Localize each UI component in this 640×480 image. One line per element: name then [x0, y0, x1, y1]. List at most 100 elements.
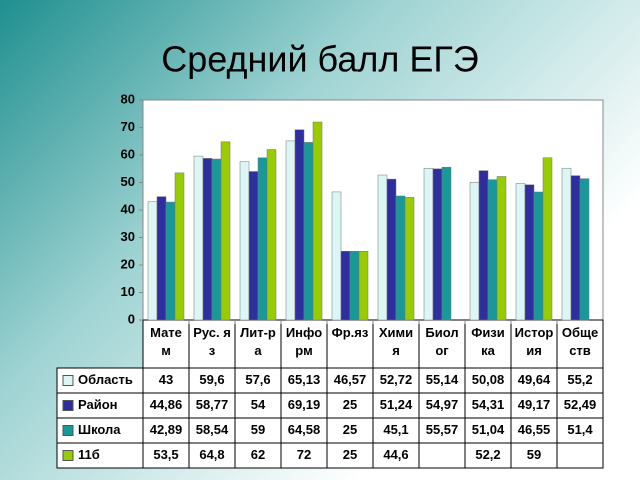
bar [395, 195, 406, 321]
x-tick-label: Информ [285, 325, 323, 358]
bar [285, 140, 296, 321]
x-tick-label: Химия [378, 325, 414, 358]
legend-label: Область [78, 372, 133, 387]
data-label: 64,58 [288, 422, 321, 437]
data-label: 57,6 [245, 372, 270, 387]
data-label: 45,1 [383, 422, 408, 437]
data-label: 51,04 [472, 422, 505, 437]
data-label: 53,5 [153, 447, 178, 462]
data-label: 58,77 [196, 397, 229, 412]
y-tick-label: 80 [121, 91, 135, 106]
data-label: 54,31 [472, 397, 505, 412]
data-label: 52,49 [564, 397, 597, 412]
x-tick-label: История [514, 325, 554, 358]
bar [358, 251, 369, 321]
bar [202, 158, 213, 321]
data-label: 25 [343, 397, 357, 412]
data-label: 50,08 [472, 372, 505, 387]
data-label: 69,19 [288, 397, 321, 412]
bar [211, 158, 222, 321]
data-label: 55,57 [426, 422, 459, 437]
data-label: 55,14 [426, 372, 459, 387]
data-label: 51,4 [567, 422, 593, 437]
bar [515, 183, 526, 321]
bar [524, 184, 535, 321]
x-tick-label: Рус. яз [193, 325, 231, 358]
data-label: 65,13 [288, 372, 321, 387]
data-label: 51,24 [380, 397, 413, 412]
legend-swatch [62, 400, 74, 411]
bar [220, 141, 231, 321]
data-label: 25 [343, 447, 357, 462]
x-tick-label: Биолог [425, 325, 459, 358]
data-label: 52,72 [380, 372, 413, 387]
x-tick-label: Физика [471, 325, 505, 358]
bar [542, 157, 553, 321]
bar [570, 175, 581, 321]
y-tick-label: 30 [121, 229, 135, 244]
data-label: 59 [527, 447, 541, 462]
bar [561, 167, 572, 321]
bar [432, 168, 443, 321]
y-tick-label: 0 [128, 311, 135, 326]
bar [257, 157, 268, 321]
bar [423, 168, 434, 321]
bar [404, 197, 415, 321]
data-label: 59,6 [199, 372, 224, 387]
bar [579, 178, 590, 321]
bar [331, 191, 342, 321]
y-tick-label: 70 [121, 119, 135, 134]
bar [533, 191, 544, 321]
bar [377, 174, 388, 321]
y-tick-label: 60 [121, 146, 135, 161]
x-tick-label: Матем [150, 325, 182, 358]
bar [340, 251, 351, 321]
data-label: 62 [251, 447, 265, 462]
x-tick-label: Лит-ра [240, 325, 276, 358]
legend-swatch [62, 375, 74, 386]
y-tick-label: 10 [121, 284, 135, 299]
bar [165, 201, 176, 321]
bar [147, 201, 158, 321]
legend-swatch [62, 425, 74, 436]
data-label: 59 [251, 422, 265, 437]
data-label: 54 [251, 397, 266, 412]
legend-label: Район [78, 397, 118, 412]
data-label: 49,17 [518, 397, 551, 412]
bar [312, 121, 323, 321]
bar [386, 178, 397, 321]
bar [487, 179, 498, 321]
bar [303, 142, 314, 321]
legend-swatch [62, 450, 74, 461]
data-label: 44,86 [150, 397, 183, 412]
bar [496, 176, 507, 321]
data-label: 44,6 [383, 447, 408, 462]
data-label: 42,89 [150, 422, 183, 437]
bar [248, 171, 259, 321]
bar [174, 172, 185, 321]
bar [239, 161, 250, 321]
data-label: 46,55 [518, 422, 551, 437]
bar [193, 155, 204, 321]
data-label: 54,97 [426, 397, 459, 412]
data-label: 55,2 [567, 372, 592, 387]
bar [469, 182, 480, 321]
data-label: 25 [343, 422, 357, 437]
legend-label: Школа [78, 422, 121, 437]
bar [441, 166, 452, 321]
x-tick-label: Обществ [561, 325, 599, 358]
data-label: 58,54 [196, 422, 229, 437]
data-label: 72 [297, 447, 311, 462]
legend-label: 11б [78, 447, 100, 462]
data-label: 43 [159, 372, 173, 387]
data-label: 49,64 [518, 372, 551, 387]
y-tick-label: 20 [121, 256, 135, 271]
bar [294, 129, 305, 321]
bar [266, 149, 277, 321]
y-tick-label: 40 [121, 201, 135, 216]
data-label: 52,2 [475, 447, 500, 462]
bar [349, 251, 360, 321]
bar [156, 196, 167, 321]
